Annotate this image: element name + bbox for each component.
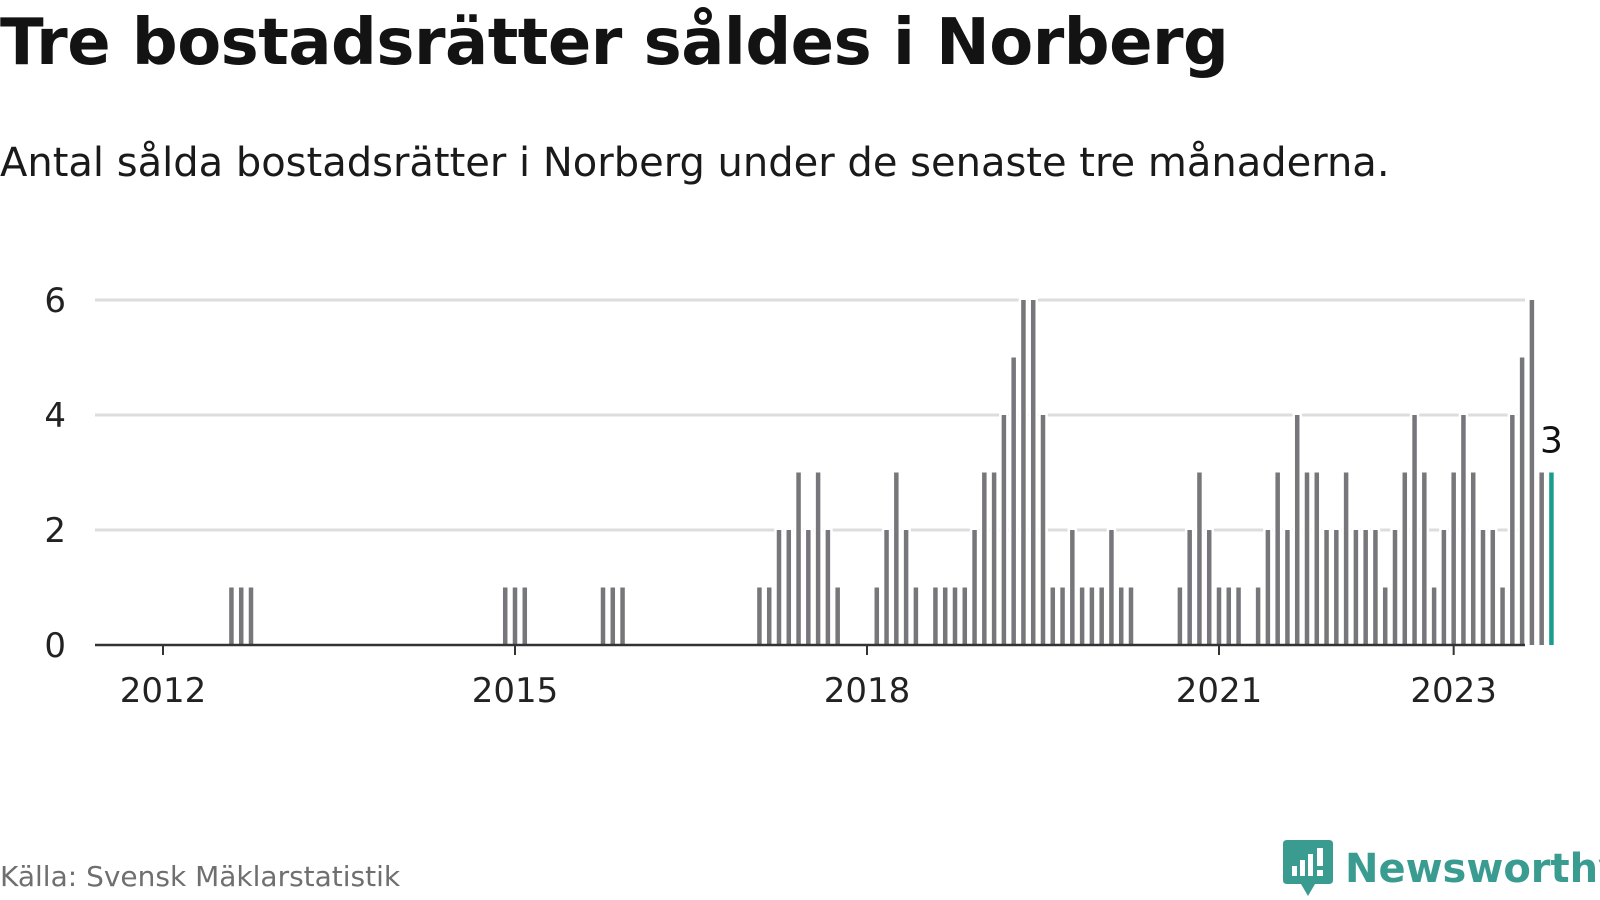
bar: [229, 587, 234, 645]
bar: [1334, 530, 1339, 645]
bar: [1294, 415, 1300, 645]
bar: [1118, 587, 1124, 645]
bar: [972, 530, 977, 645]
bar: [952, 587, 958, 645]
bar: [1461, 415, 1466, 645]
bar: [1422, 472, 1427, 645]
bar: [1206, 530, 1212, 645]
bar: [502, 587, 508, 645]
bar: [962, 587, 968, 645]
bar: [1343, 472, 1349, 645]
brand-logo[interactable]: Newsworthy: [1283, 840, 1600, 898]
bar: [1040, 415, 1046, 645]
bar: [1480, 530, 1486, 645]
y-tick-label: 2: [44, 511, 66, 551]
chart-title: Tre bostadsrätter såldes i Norberg: [0, 6, 1229, 80]
bar: [1529, 300, 1535, 645]
newsworthy-logo-icon: [1283, 840, 1333, 896]
y-tick-label: 0: [44, 626, 66, 666]
bar: [1060, 587, 1065, 645]
data-label: 3: [1540, 421, 1563, 462]
x-tick-label: 2018: [824, 671, 911, 711]
x-tick-label: 2015: [472, 671, 559, 711]
bar: [776, 530, 782, 645]
brand-name: Newsworthy: [1345, 846, 1600, 892]
y-tick-label: 4: [44, 396, 66, 436]
bar: [991, 472, 997, 645]
bar: [1070, 530, 1075, 645]
bar: [620, 587, 625, 645]
bar: [610, 587, 616, 645]
bar: [1373, 530, 1378, 645]
bar: [1392, 530, 1398, 645]
bar: [1177, 587, 1183, 645]
chart-subtitle: Antal sålda bostadsrätter i Norberg unde…: [0, 140, 1390, 186]
bar: [1470, 472, 1476, 645]
bar: [1441, 530, 1447, 645]
bar: [933, 587, 938, 645]
bar: [1128, 587, 1134, 645]
bar: [1089, 587, 1095, 645]
bar: [1099, 587, 1104, 645]
bar: [1050, 587, 1056, 645]
bar: [1304, 472, 1310, 645]
bar: [796, 472, 801, 645]
bar: [1255, 587, 1261, 645]
bar: [1216, 587, 1222, 645]
bar: [1402, 472, 1408, 645]
bar: [1265, 530, 1271, 645]
bar: [942, 587, 948, 645]
y-tick-label: 6: [44, 281, 66, 321]
x-tick-label: 2023: [1410, 671, 1497, 711]
bar: [1451, 472, 1456, 645]
bar: [757, 587, 762, 645]
bar: [1314, 472, 1320, 645]
bar: [248, 587, 254, 645]
bar: [1353, 530, 1359, 645]
bar: [1431, 587, 1437, 645]
bar: [1519, 357, 1525, 645]
bar: [1001, 415, 1007, 645]
bar: [512, 587, 518, 645]
bar-highlight: [1549, 472, 1554, 645]
bar: [815, 472, 821, 645]
bar: [1011, 357, 1016, 645]
source-note: Källa: Svensk Mäklarstatistik: [0, 860, 401, 893]
bar: [1226, 587, 1232, 645]
bar: [1275, 472, 1280, 645]
bar: [1500, 587, 1505, 645]
bar: [1197, 472, 1202, 645]
bar: [1324, 530, 1329, 645]
bar: [894, 472, 899, 645]
bar: [522, 587, 528, 645]
bar: [982, 472, 987, 645]
bar: [1236, 587, 1241, 645]
bar: [825, 530, 831, 645]
bar: [913, 587, 919, 645]
bar: [1510, 415, 1515, 645]
bar: [1021, 300, 1026, 645]
bar: [238, 587, 244, 645]
bar: [1030, 300, 1036, 645]
bar: [874, 587, 880, 645]
bar: [903, 530, 909, 645]
bar: [835, 587, 840, 645]
bar: [1412, 415, 1417, 645]
bar: [1079, 587, 1085, 645]
bar: [1382, 587, 1388, 645]
bar: [600, 587, 606, 645]
bar: [766, 587, 772, 645]
bar: [1109, 530, 1114, 645]
bar: [1285, 530, 1290, 645]
x-tick-label: 2012: [120, 671, 207, 711]
bar: [884, 530, 889, 645]
x-tick-label: 2021: [1176, 671, 1263, 711]
bar: [1363, 530, 1368, 645]
bar: [786, 530, 792, 645]
bar: [1187, 530, 1192, 645]
bar: [1490, 530, 1496, 645]
bar: [1539, 472, 1544, 645]
bar: [806, 530, 811, 645]
